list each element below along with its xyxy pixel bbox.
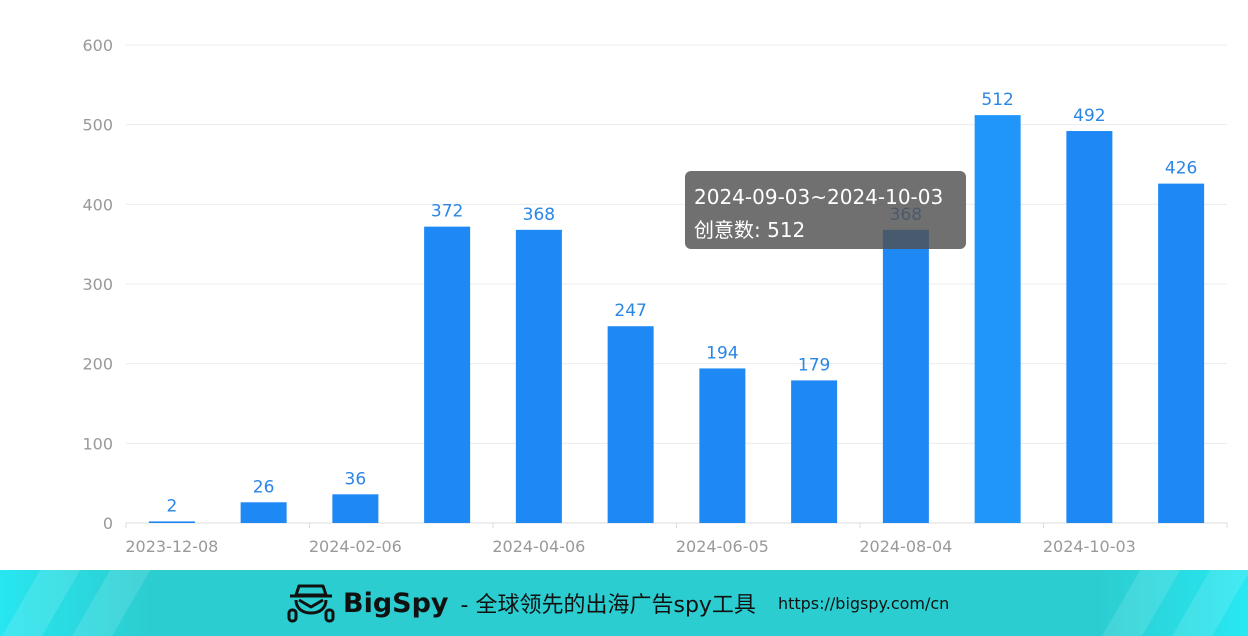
data-label: 492 bbox=[1073, 106, 1105, 126]
data-label: 36 bbox=[345, 469, 367, 489]
bar bbox=[974, 115, 1021, 524]
chart-tooltip: 2024-09-03~2024-10-03 创意数: 512 bbox=[685, 171, 966, 249]
y-tick-label: 400 bbox=[82, 195, 113, 214]
data-label: 194 bbox=[706, 343, 738, 363]
y-tick-label: 300 bbox=[82, 275, 113, 294]
bar bbox=[699, 368, 746, 523]
bar bbox=[1066, 131, 1113, 524]
y-tick-label: 0 bbox=[103, 514, 113, 533]
bar bbox=[240, 502, 287, 523]
bar bbox=[148, 521, 195, 523]
y-tick-label: 200 bbox=[82, 355, 113, 374]
bar-chart: 0 100 200 300 400 500 600 2 2023-12-08 26 36 2024-0… bbox=[82, 36, 1228, 556]
y-tick-label: 600 bbox=[82, 36, 113, 55]
x-tick-label: 2024-10-03 bbox=[1043, 537, 1136, 556]
x-tick-label: 2023-12-08 bbox=[125, 537, 218, 556]
data-label: 247 bbox=[614, 301, 646, 321]
bar bbox=[424, 226, 471, 523]
data-label: 2 bbox=[166, 496, 177, 516]
banner-url[interactable]: https://bigspy.com/cn bbox=[777, 593, 950, 613]
tooltip-range: 2024-09-03~2024-10-03 bbox=[694, 185, 944, 209]
slogan: - 全球领先的出海广告spy工具 bbox=[460, 593, 756, 618]
data-label: 512 bbox=[981, 90, 1013, 110]
data-label: 368 bbox=[523, 205, 555, 225]
data-label: 26 bbox=[253, 477, 275, 497]
data-label: 372 bbox=[431, 202, 463, 222]
x-tick-label: 2024-02-06 bbox=[309, 537, 402, 556]
bar bbox=[882, 229, 929, 523]
data-label: 426 bbox=[1165, 159, 1197, 179]
x-tick-label: 2024-08-04 bbox=[859, 537, 952, 556]
bar bbox=[515, 229, 562, 523]
bar bbox=[332, 494, 379, 523]
promo-banner: BigSpy - 全球领先的出海广告spy工具 https://bigspy.c… bbox=[0, 570, 1248, 636]
y-tick-label: 500 bbox=[82, 116, 113, 135]
y-tick-label: 100 bbox=[82, 434, 113, 453]
bar bbox=[1158, 183, 1205, 523]
x-tick-label: 2024-06-05 bbox=[676, 537, 769, 556]
data-label: 179 bbox=[798, 355, 830, 375]
tooltip-value: 创意数: 512 bbox=[694, 218, 806, 242]
brand-name: BigSpy bbox=[343, 587, 449, 619]
bar bbox=[791, 380, 838, 523]
x-tick-label: 2024-04-06 bbox=[492, 537, 585, 556]
spy-hat-icon bbox=[287, 584, 335, 623]
bar bbox=[607, 326, 654, 523]
